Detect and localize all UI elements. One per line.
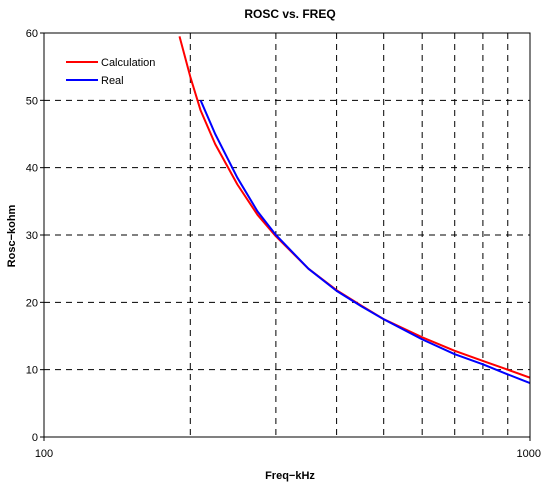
y-tick-label: 20 <box>26 297 38 309</box>
y-axis-label: Rosc−kohm <box>6 204 18 267</box>
x-axis-label: Freq−kHz <box>265 470 315 482</box>
series-line-calculation <box>178 36 531 379</box>
y-tick-label: 30 <box>26 230 38 242</box>
ticks-layer: 0 10 20 30 40 50 60 100 1000 <box>26 28 541 460</box>
chart-title: ROSC vs. FREQ <box>244 7 335 21</box>
legend: Calculation Real <box>66 57 155 87</box>
y-tick-label: 50 <box>26 95 38 107</box>
y-tick-label: 40 <box>26 163 38 175</box>
legend-label-real: Real <box>101 75 124 87</box>
y-tick-label: 0 <box>32 432 38 444</box>
x-tick-label: 1000 <box>517 448 541 460</box>
y-tick-label: 10 <box>26 365 38 377</box>
series-line-real <box>199 99 531 385</box>
series-layer <box>178 36 531 385</box>
x-tick-label: 100 <box>35 448 53 460</box>
grid-layer <box>44 33 530 437</box>
legend-label-calculation: Calculation <box>101 57 155 69</box>
y-tick-label: 60 <box>26 28 38 40</box>
